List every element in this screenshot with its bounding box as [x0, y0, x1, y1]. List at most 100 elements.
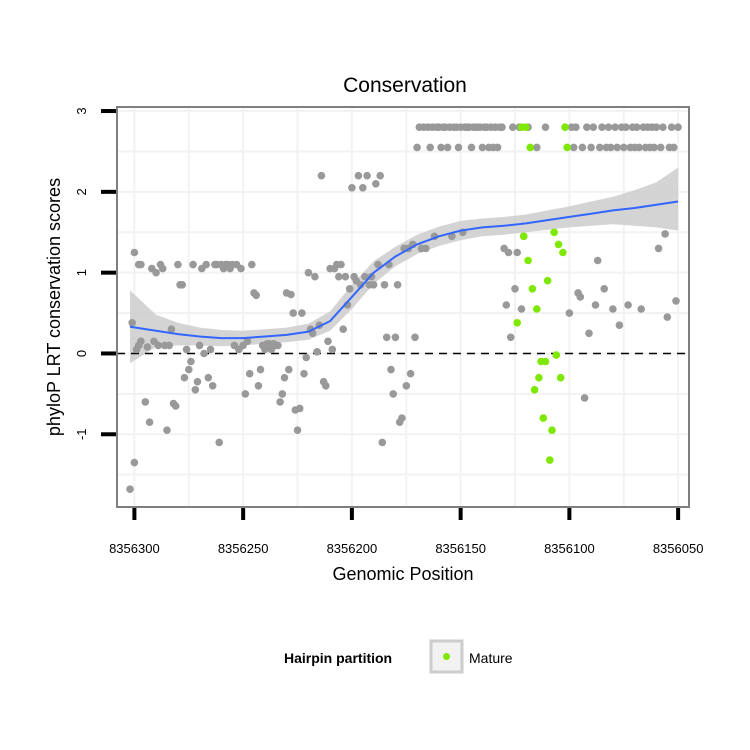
- other-point: [174, 260, 182, 269]
- other-point: [178, 281, 186, 289]
- other-point: [130, 248, 139, 257]
- other-point: [598, 123, 606, 131]
- other-point: [317, 171, 326, 180]
- other-point: [324, 337, 332, 346]
- other-point: [298, 309, 306, 317]
- other-point: [215, 438, 223, 447]
- other-point: [145, 418, 154, 427]
- other-point: [241, 390, 250, 398]
- x-tick-label: 8356100: [544, 541, 595, 556]
- other-point: [426, 143, 435, 152]
- other-point: [359, 184, 367, 192]
- other-point: [652, 123, 661, 131]
- other-point: [206, 345, 215, 354]
- other-point: [533, 143, 541, 152]
- other-point: [389, 390, 398, 398]
- plot-panel: [117, 107, 689, 507]
- other-point: [193, 377, 202, 386]
- other-point: [354, 171, 363, 180]
- mature-point: [552, 351, 561, 359]
- other-point: [341, 272, 350, 281]
- mature-point: [541, 357, 550, 366]
- other-point: [143, 343, 152, 351]
- other-point: [387, 365, 395, 374]
- other-point: [276, 398, 284, 406]
- other-point: [137, 337, 145, 346]
- other-point: [615, 321, 624, 330]
- mature-point: [556, 373, 565, 382]
- other-point: [506, 333, 515, 342]
- other-point: [374, 260, 382, 269]
- other-point: [661, 230, 669, 238]
- other-point: [182, 345, 191, 354]
- other-point: [376, 171, 385, 180]
- series-other: [126, 123, 682, 494]
- other-point: [580, 394, 589, 402]
- x-tick-label: 8356250: [218, 541, 269, 556]
- other-point: [382, 333, 391, 342]
- other-point: [654, 244, 663, 253]
- confidence-ribbon: [130, 167, 679, 364]
- other-point: [202, 260, 210, 269]
- other-point: [622, 123, 630, 131]
- mature-point: [513, 319, 521, 327]
- y-tick-label: 3: [74, 107, 89, 114]
- other-point: [256, 365, 265, 374]
- other-point: [569, 143, 578, 152]
- other-point: [378, 438, 387, 447]
- other-point: [572, 123, 580, 131]
- other-point: [620, 143, 628, 152]
- other-point: [130, 458, 139, 467]
- other-point: [656, 143, 665, 152]
- other-point: [604, 123, 613, 131]
- other-point: [300, 369, 308, 378]
- other-point: [633, 123, 641, 131]
- other-point: [670, 143, 678, 152]
- x-tick-label: 8356300: [109, 541, 160, 556]
- x-axis-title: Genomic Position: [332, 564, 473, 584]
- mature-point: [561, 123, 569, 131]
- other-point: [237, 264, 245, 273]
- other-point: [285, 365, 293, 374]
- other-point: [363, 171, 371, 180]
- other-point: [167, 325, 176, 334]
- other-point: [195, 341, 204, 350]
- mature-point: [530, 386, 539, 394]
- other-point: [289, 309, 298, 317]
- other-point: [372, 180, 380, 188]
- other-point: [163, 426, 171, 435]
- other-point: [591, 301, 600, 309]
- x-tick-label: 8356200: [327, 541, 378, 556]
- mature-point: [548, 426, 556, 435]
- other-point: [204, 373, 213, 382]
- other-point: [613, 143, 621, 152]
- y-axis: -1 0 1 2 3: [74, 107, 116, 440]
- x-tick-label: 8356150: [435, 541, 486, 556]
- grid-lines: [117, 107, 689, 507]
- other-point: [245, 369, 254, 378]
- mature-point: [546, 456, 554, 464]
- other-point: [254, 382, 263, 390]
- series-mature: [513, 123, 571, 464]
- other-point: [154, 341, 163, 350]
- mature-point: [554, 240, 563, 249]
- other-point: [504, 248, 513, 257]
- other-point: [398, 414, 406, 422]
- smooth-trend-line: [129, 200, 679, 340]
- other-point: [278, 390, 287, 398]
- legend-title: Hairpin partition: [284, 650, 392, 666]
- other-point: [335, 272, 343, 281]
- mature-point: [522, 123, 530, 131]
- other-point: [565, 309, 574, 317]
- other-point: [578, 143, 587, 152]
- other-point: [443, 143, 452, 152]
- other-point: [189, 260, 197, 269]
- other-point: [402, 382, 411, 390]
- other-point: [191, 386, 200, 394]
- other-point: [467, 143, 476, 152]
- mature-point: [526, 143, 534, 152]
- other-point: [356, 281, 365, 289]
- other-point: [126, 485, 134, 494]
- y-tick-label: 2: [74, 188, 89, 195]
